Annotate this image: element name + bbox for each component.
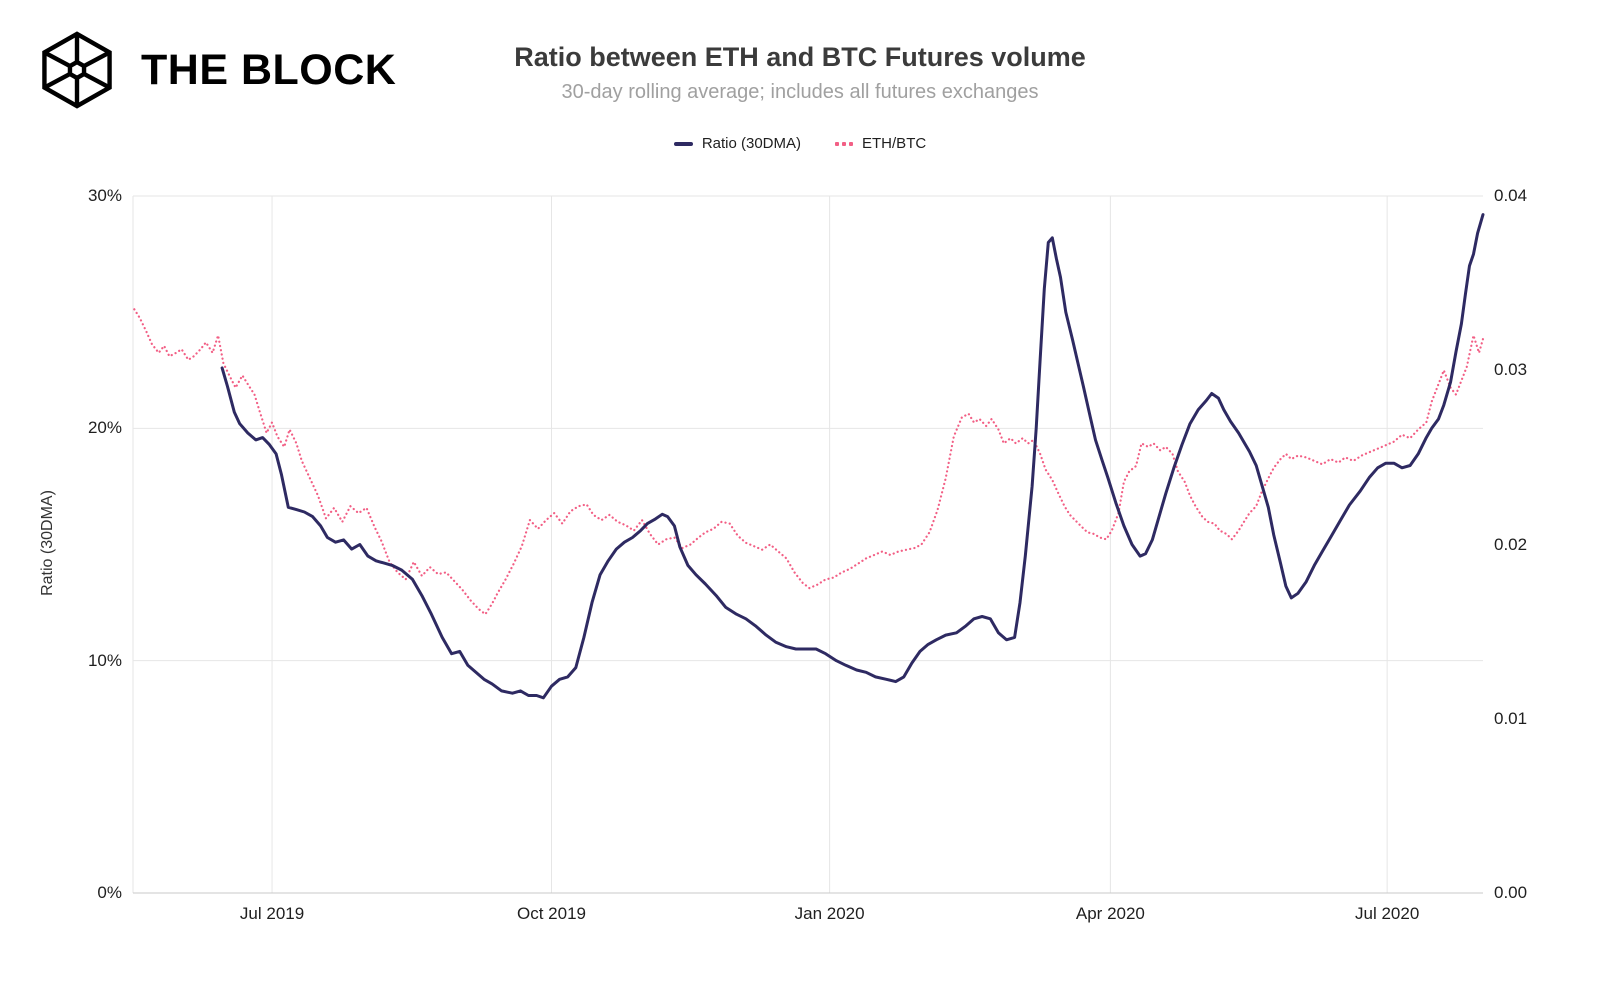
- chart-legend: Ratio (30DMA) ETH/BTC: [0, 135, 1600, 152]
- legend-item-ratio-30dma[interactable]: Ratio (30DMA): [673, 135, 802, 152]
- series-line-eth-btc: [133, 308, 1485, 616]
- legend-swatch-ratio-30dma: [673, 141, 693, 146]
- series-line-ratio-30dma: [220, 213, 1485, 700]
- left-axis-title: Ratio (30DMA): [39, 490, 56, 596]
- legend-item-eth-btc[interactable]: ETH/BTC: [835, 135, 926, 152]
- the-block-logo-icon: [42, 31, 112, 109]
- legend-label: Ratio (30DMA): [701, 135, 802, 152]
- legend-label: ETH/BTC: [862, 135, 927, 152]
- legend-swatch-eth-btc: [835, 141, 854, 146]
- brand-name: THE BLOCK: [141, 45, 397, 94]
- brand: THE BLOCK: [33, 26, 396, 114]
